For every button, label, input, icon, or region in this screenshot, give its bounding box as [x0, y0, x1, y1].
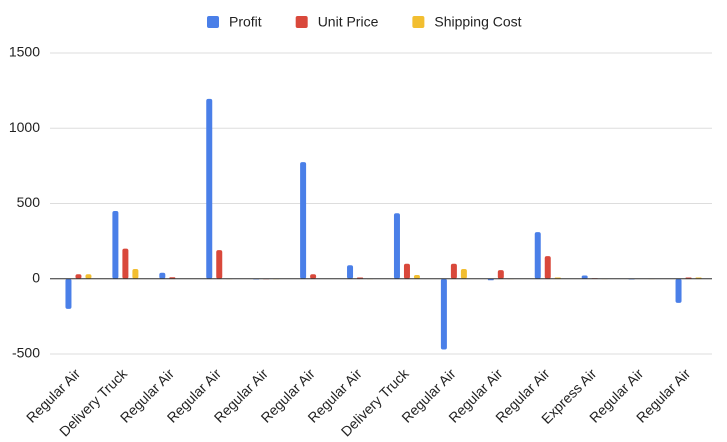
- bar: [413, 274, 420, 279]
- bar: [534, 232, 541, 279]
- legend-swatch: [207, 16, 219, 28]
- bar: [460, 268, 467, 279]
- bar: [403, 263, 410, 279]
- bar: [497, 270, 504, 279]
- legend-swatch: [412, 16, 425, 28]
- bar: [393, 213, 400, 279]
- bar: [544, 256, 551, 279]
- bar: [112, 211, 119, 279]
- bar: [75, 274, 82, 279]
- bar: [300, 162, 307, 279]
- bar: [450, 263, 457, 279]
- legend-label: Unit Price: [318, 14, 379, 30]
- y-tick-label: 500: [17, 194, 41, 210]
- y-tick-label: 1000: [9, 119, 40, 135]
- bar: [310, 274, 317, 279]
- bar: [206, 98, 213, 279]
- bar: [440, 278, 447, 350]
- legend-swatch: [295, 16, 308, 28]
- bar: [122, 248, 129, 279]
- y-tick-label: -500: [12, 345, 40, 361]
- bar: [216, 250, 223, 279]
- bar: [159, 272, 166, 279]
- y-tick-label: 1500: [9, 44, 40, 60]
- bar: [132, 268, 139, 279]
- legend-label: Profit: [229, 14, 262, 30]
- y-tick-label: 0: [32, 269, 40, 285]
- bar: [675, 278, 682, 303]
- bar: [347, 265, 354, 279]
- bar: [65, 278, 72, 309]
- bar: [581, 275, 588, 279]
- legend-label: Shipping Cost: [434, 14, 521, 30]
- bar: [85, 274, 92, 279]
